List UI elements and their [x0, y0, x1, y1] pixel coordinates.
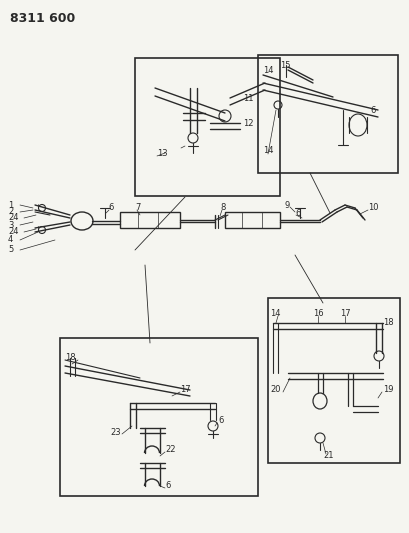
Text: 11: 11 — [243, 93, 253, 102]
Text: 19: 19 — [382, 385, 393, 394]
Text: 16: 16 — [312, 310, 323, 319]
Text: 22: 22 — [164, 446, 175, 455]
Text: 8311 600: 8311 600 — [10, 12, 75, 25]
Text: 14: 14 — [262, 146, 273, 155]
Text: 21: 21 — [322, 451, 333, 461]
Text: 12: 12 — [243, 118, 253, 127]
Text: 3: 3 — [8, 221, 13, 230]
Text: 14: 14 — [270, 310, 280, 319]
Bar — [267, 298, 399, 463]
Text: 17: 17 — [180, 385, 190, 394]
Text: 1: 1 — [8, 200, 13, 209]
Text: 20: 20 — [270, 385, 280, 394]
Bar — [60, 338, 257, 496]
Text: 24: 24 — [8, 228, 18, 237]
Text: 8: 8 — [220, 204, 225, 213]
Text: 5: 5 — [8, 246, 13, 254]
Text: 14: 14 — [262, 66, 273, 75]
Text: 6: 6 — [294, 208, 300, 217]
Text: 6: 6 — [369, 106, 375, 115]
Text: 24: 24 — [8, 214, 18, 222]
Text: 23: 23 — [110, 429, 120, 438]
Bar — [135, 58, 279, 196]
Text: 9: 9 — [284, 200, 290, 209]
Text: 10: 10 — [367, 204, 378, 213]
Text: 6: 6 — [108, 204, 113, 213]
Text: 4: 4 — [8, 236, 13, 245]
Text: 17: 17 — [339, 310, 350, 319]
Bar — [257, 55, 397, 173]
Text: 13: 13 — [157, 149, 167, 157]
Text: 18: 18 — [65, 353, 75, 362]
Bar — [120, 212, 180, 228]
Text: 6: 6 — [218, 416, 223, 425]
Text: 7: 7 — [135, 204, 140, 213]
Text: 2: 2 — [8, 207, 13, 216]
Text: 18: 18 — [382, 319, 393, 327]
Bar — [225, 212, 279, 228]
Text: 6: 6 — [164, 481, 170, 490]
Text: 15: 15 — [279, 61, 290, 69]
